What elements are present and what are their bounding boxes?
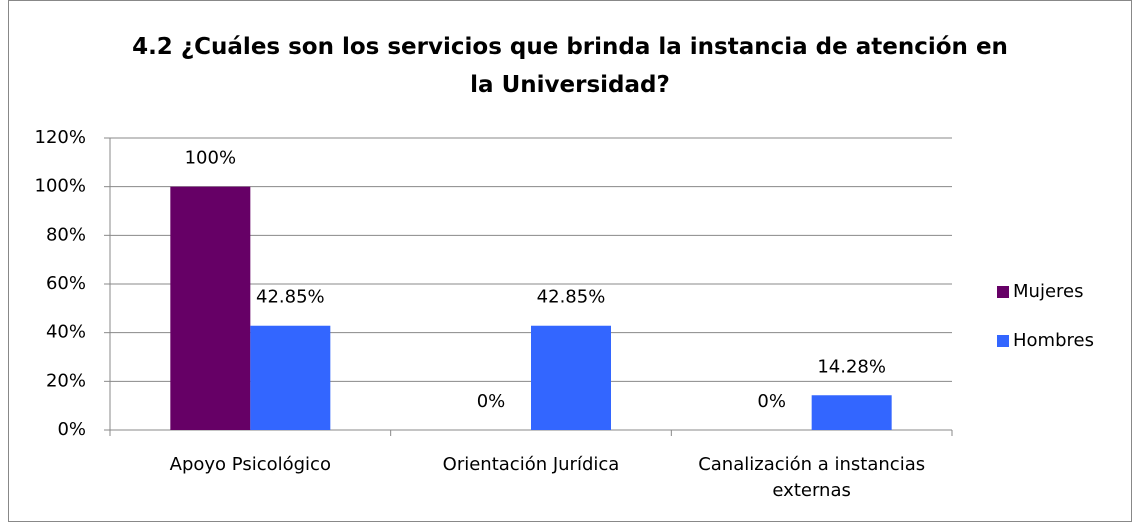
chart-title: 4.2 ¿Cuáles son los servicios que brinda… (132, 34, 1008, 98)
y-tick-label: 0% (57, 419, 86, 440)
bar (811, 395, 892, 430)
y-tick-label: 60% (46, 273, 86, 294)
bar (170, 186, 251, 430)
y-tick-label: 20% (46, 370, 86, 391)
legend-swatch (997, 335, 1009, 347)
y-tick-label: 80% (46, 224, 86, 245)
legend-label: Hombres (1013, 330, 1094, 351)
bar (531, 325, 611, 430)
x-tick-label: Apoyo Psicológico (169, 454, 331, 475)
legend-swatch (997, 286, 1009, 298)
y-tick-label: 120% (35, 127, 86, 148)
data-label: 100% (185, 148, 236, 169)
x-tick-label: Orientación Jurídica (442, 454, 620, 475)
data-label: 14.28% (817, 356, 886, 377)
data-label: 0% (477, 391, 506, 412)
x-tick-label: Canalización a instancias externas (698, 454, 926, 501)
y-tick-label: 100% (35, 176, 86, 197)
data-label: 0% (757, 391, 786, 412)
y-tick-label: 40% (46, 322, 86, 343)
data-label: 42.85% (537, 287, 606, 308)
legend-label: Mujeres (1013, 281, 1083, 302)
data-label: 42.85% (256, 287, 325, 308)
bar (250, 325, 331, 430)
title-box: 4.2 ¿Cuáles son los servicios que brinda… (132, 34, 1008, 98)
